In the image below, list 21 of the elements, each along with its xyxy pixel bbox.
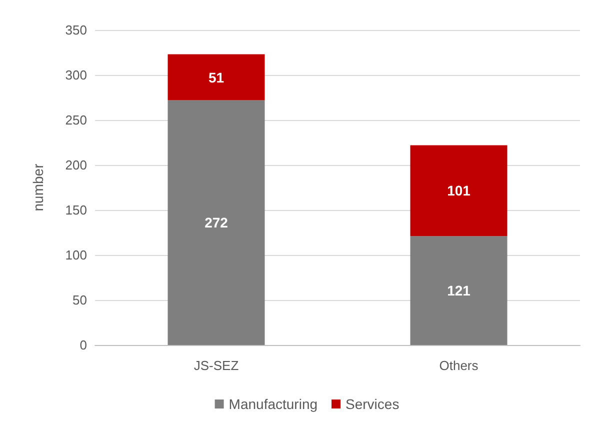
data-label: 272 [204,214,228,231]
data-label: 51 [208,69,224,86]
y-axis-title: number [30,163,46,212]
bar [410,145,508,236]
y-tick-label: 350 [65,22,87,38]
x-tick-label: Others [439,358,479,373]
y-tick-label: 300 [65,68,87,82]
legend-label: Manufacturing [228,396,318,412]
bar [168,100,265,345]
y-tick-label: 0 [80,338,87,352]
x-tick-label: JS-SEZ [194,358,239,373]
y-tick-label: 250 [65,112,87,128]
bar [168,54,265,100]
legend-label: Services [346,396,400,412]
y-tick-label: 100 [65,248,87,262]
y-tick-label: 200 [65,158,87,172]
bar [410,236,508,345]
data-label: 101 [447,182,471,199]
data-label: 121 [447,282,471,299]
y-tick-label: 50 [72,292,87,308]
y-tick-label: 150 [65,202,87,218]
